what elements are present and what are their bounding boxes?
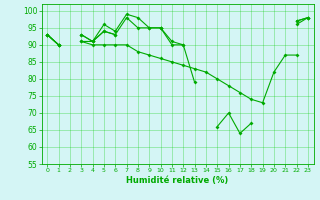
X-axis label: Humidité relative (%): Humidité relative (%) — [126, 176, 229, 185]
